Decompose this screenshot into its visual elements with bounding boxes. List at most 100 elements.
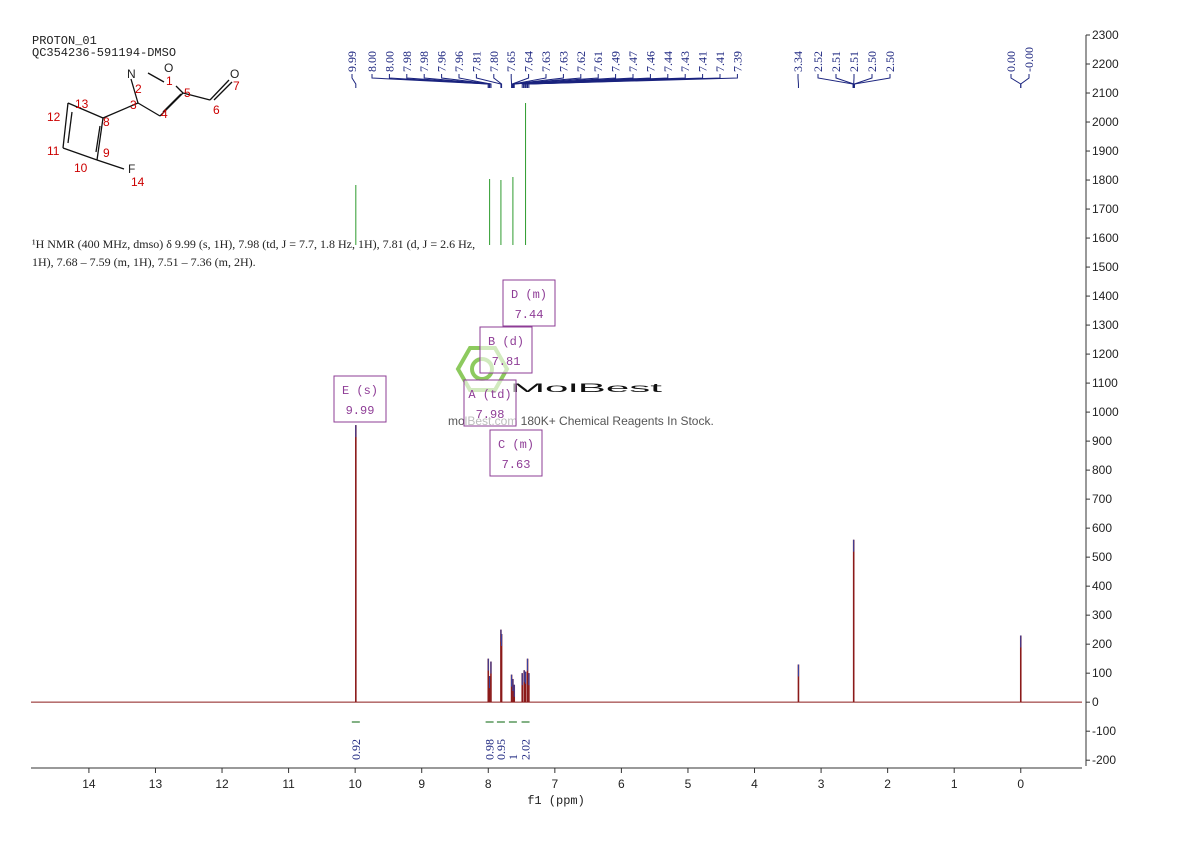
- y-tick-label: 1800: [1092, 173, 1119, 187]
- peak-label: 7.44: [661, 51, 675, 72]
- peak-label-leader: [493, 74, 503, 88]
- x-tick-label: 2: [884, 777, 891, 791]
- x-tick-label: 4: [751, 777, 758, 791]
- atom: O: [164, 61, 173, 75]
- atom-number: 9: [103, 146, 110, 160]
- peak-label: 7.96: [435, 51, 449, 72]
- multiplet-shift: 7.98: [476, 408, 505, 422]
- y-tick-label: -200: [1092, 753, 1116, 767]
- watermark: MolBest: [510, 381, 664, 395]
- multiplet-name: A (td): [468, 388, 511, 402]
- x-tick-label: 13: [149, 777, 163, 791]
- integral-label: 1: [506, 754, 520, 760]
- y-tick-label: -100: [1092, 724, 1116, 738]
- peak-label: 7.65: [504, 51, 518, 72]
- atom-number: 8: [103, 115, 110, 129]
- atom-number: 1: [166, 74, 173, 88]
- atom-number: 10: [74, 161, 88, 175]
- multiplet-box: [479, 326, 533, 374]
- atom-number: 5: [184, 86, 191, 100]
- x-tick-label: 11: [282, 777, 295, 791]
- peak-label-leader: [511, 74, 530, 88]
- peak-label: 2.51: [847, 51, 861, 72]
- peak-label: 7.39: [730, 51, 744, 72]
- atom-number: 11: [47, 144, 60, 158]
- atom-number: 12: [47, 110, 61, 124]
- peak-label: 8.00: [382, 51, 396, 72]
- peak-label: -0.00: [1022, 47, 1036, 72]
- y-tick-label: 0: [1092, 695, 1099, 709]
- peak-label: 7.41: [713, 51, 727, 72]
- y-tick-label: 300: [1092, 608, 1112, 622]
- y-tick-label: 700: [1092, 492, 1112, 506]
- annotation: 1H), 7.68 – 7.59 (m, 1H), 7.51 – 7.36 (m…: [32, 255, 256, 269]
- peak-label: 7.43: [678, 51, 692, 72]
- peak-label: 7.64: [522, 51, 536, 72]
- peak-label-leader: [1010, 74, 1022, 88]
- multiplet-box: [502, 279, 556, 327]
- multiplet-name: E (s): [342, 384, 378, 398]
- peak-label-leader: [1020, 74, 1030, 88]
- peak-label: 7.96: [452, 51, 466, 72]
- atom-number: 13: [75, 97, 89, 111]
- peak-label: 7.98: [400, 51, 414, 72]
- y-tick-label: 1100: [1092, 376, 1118, 390]
- peak-label: 7.98: [417, 51, 431, 72]
- atom-number: 6: [213, 103, 220, 117]
- y-tick-label: 800: [1092, 463, 1112, 477]
- multiplet-shift: 7.63: [502, 458, 531, 472]
- peak-label-leader: [512, 74, 564, 88]
- peak-label-leader: [423, 74, 491, 88]
- peak-label-leader: [458, 74, 492, 88]
- atom: F: [128, 162, 135, 176]
- atom: O: [230, 67, 239, 81]
- chart-subtitle: QC354236-591194-DMSO: [32, 46, 176, 60]
- multiplet-name: B (d): [488, 335, 524, 349]
- peak-label: 7.49: [609, 51, 623, 72]
- integral-label: 2.02: [519, 739, 533, 760]
- y-tick-label: 1500: [1092, 260, 1119, 274]
- y-tick-label: 1200: [1092, 347, 1119, 361]
- atom-number: 14: [131, 175, 145, 189]
- y-tick-label: 1400: [1092, 289, 1119, 303]
- peak-label: 0.00: [1004, 51, 1018, 72]
- peak-label-leader: [513, 74, 599, 88]
- peak-label: 2.52: [811, 51, 825, 72]
- peak-label: 7.46: [643, 51, 657, 72]
- multiplet-shift: 7.81: [492, 355, 521, 369]
- peak-label: 7.61: [591, 51, 605, 72]
- x-tick-label: 3: [818, 777, 825, 791]
- peak-label-leader: [521, 74, 617, 88]
- x-tick-label: 6: [618, 777, 625, 791]
- peak-label-leader: [351, 74, 357, 88]
- molecule: [62, 72, 233, 170]
- y-tick-label: 2200: [1092, 57, 1119, 71]
- x-tick-label: 10: [348, 777, 362, 791]
- y-tick-label: 1300: [1092, 318, 1119, 332]
- multiplet-box: [489, 429, 543, 477]
- x-tick-label: 14: [82, 777, 96, 791]
- multiplet-box: [463, 379, 517, 427]
- y-tick-label: 600: [1092, 521, 1112, 535]
- x-tick-label: 9: [418, 777, 425, 791]
- y-tick-label: 2300: [1092, 28, 1119, 42]
- peak-label-leader: [835, 74, 855, 88]
- integral-label: 0.98: [483, 739, 497, 760]
- x-tick-label: 7: [551, 777, 558, 791]
- peak-label-leader: [513, 74, 582, 88]
- multiplet-box: [333, 375, 387, 423]
- y-tick-label: 1900: [1092, 144, 1119, 158]
- atom: N: [127, 67, 136, 81]
- multiplet-shift: 7.44: [515, 308, 544, 322]
- peak-label: 2.50: [883, 51, 897, 72]
- y-tick-label: 1700: [1092, 202, 1119, 216]
- y-tick-label: 900: [1092, 434, 1112, 448]
- peak-label: 2.51: [829, 51, 843, 72]
- peak-label-leader: [528, 74, 738, 88]
- peak-label: 7.41: [696, 51, 710, 72]
- multiplet-shift: 9.99: [346, 404, 375, 418]
- x-axis-label: f1 (ppm): [527, 794, 585, 808]
- peak-label: 7.81: [469, 51, 483, 72]
- peak-label-leader: [817, 74, 854, 88]
